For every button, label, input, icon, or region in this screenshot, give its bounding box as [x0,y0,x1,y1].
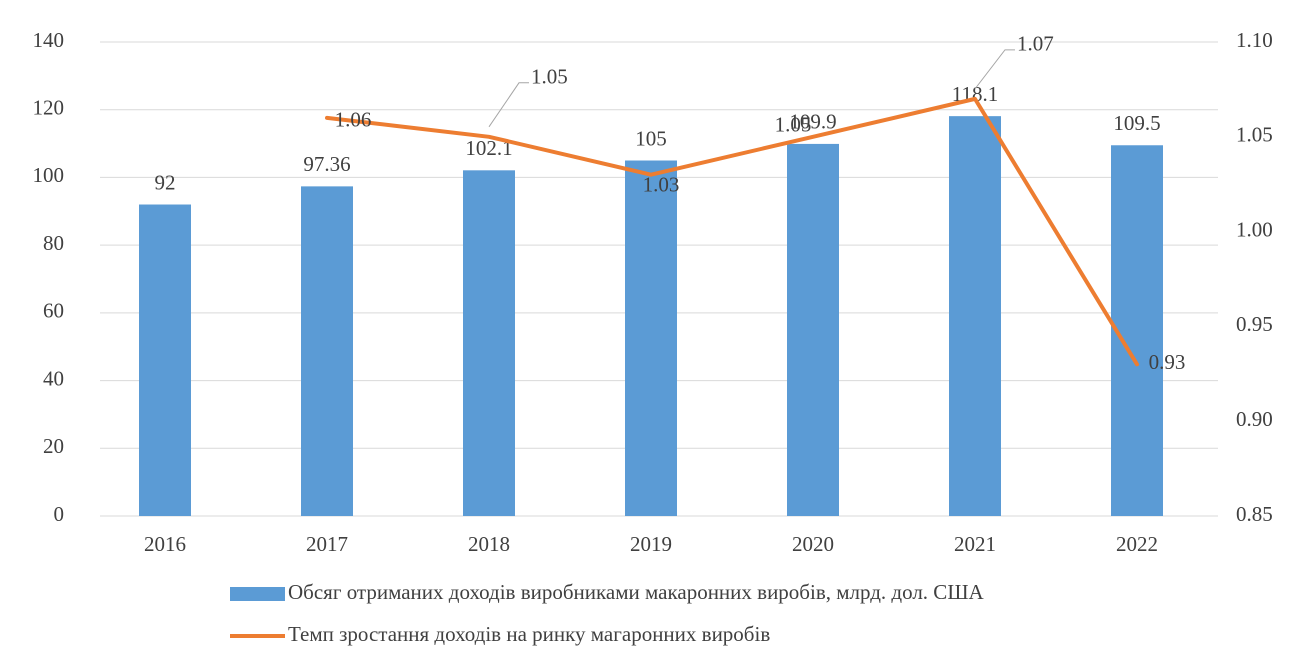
x-tick-label: 2020 [792,532,834,556]
bar [301,186,353,516]
bar-value-label: 105 [635,126,667,150]
line-value-label: 1.05 [775,113,812,137]
x-tick-label: 2016 [144,532,186,556]
legend-label: Обсяг отриманих доходів виробниками мака… [288,580,985,604]
y-tick-label: 60 [43,299,64,323]
y-tick-label: 140 [33,28,65,52]
bar-value-label: 97.36 [303,152,350,176]
leader-line [489,83,529,127]
y2-tick-label: 1.00 [1236,217,1273,241]
bar [1111,145,1163,516]
bar [787,144,839,516]
bar [139,205,191,516]
y-tick-label: 80 [43,231,64,255]
bar [625,161,677,517]
bar [463,170,515,516]
y2-tick-label: 1.10 [1236,28,1273,52]
chart: 0 20 40 60 80 100 120 140 0.85 0.90 0.95 1.00 1.05 1.… [0,0,1301,666]
y-tick-label: 100 [33,163,65,187]
y2-tick-label: 0.85 [1236,502,1273,526]
legend-label: Темп зростання доходів на ринку магаронн… [288,622,770,646]
line-value-label: 0.93 [1149,350,1186,374]
line-value-label: 1.05 [531,65,568,89]
y-tick-label: 0 [54,502,65,526]
x-tick-label: 2022 [1116,532,1158,556]
y2-tick-label: 0.95 [1236,312,1273,336]
y-tick-label: 40 [43,366,64,390]
bar [949,116,1001,516]
line-value-label: 1.03 [643,173,680,197]
line [327,99,1137,364]
x-tick-label: 2017 [306,532,348,556]
y-tick-label: 120 [33,96,65,120]
bar-value-label: 92 [155,170,176,194]
y2-tick-label: 1.05 [1236,123,1273,147]
x-tick-label: 2021 [954,532,996,556]
line-value-label: 1.07 [1017,32,1054,56]
y2-tick-label: 0.90 [1236,407,1273,431]
legend-swatch [230,587,285,601]
line-value-label: 1.06 [335,108,372,132]
x-tick-label: 2018 [468,532,510,556]
x-tick-label: 2019 [630,532,672,556]
y-tick-label: 20 [43,434,64,458]
bar-value-label: 109.5 [1113,111,1160,135]
